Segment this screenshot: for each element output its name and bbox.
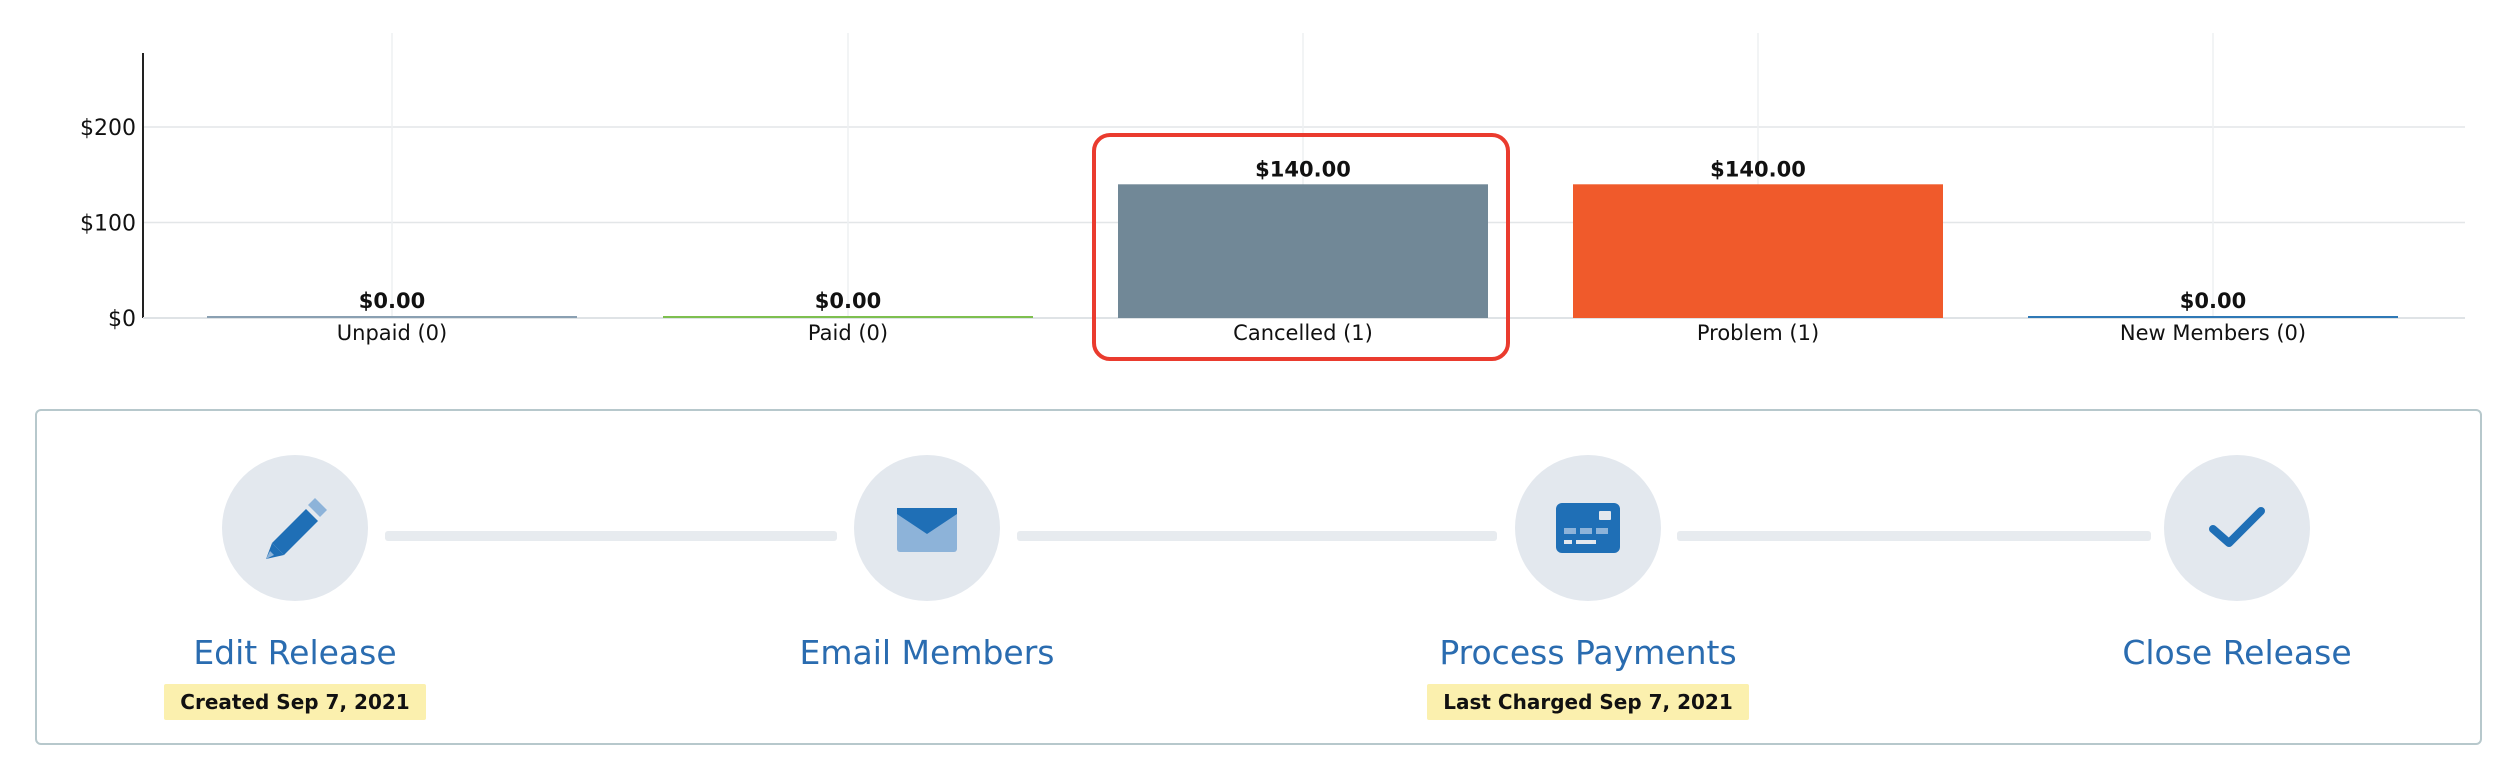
step-circle[interactable]	[1515, 455, 1661, 601]
status-bar-chart: $0 $100 $200 $0.00 Unpaid (0) $0.00 Paid (0) $1…	[80, 33, 2465, 361]
step-title[interactable]: Email Members	[799, 633, 1055, 672]
connector-1	[385, 531, 837, 541]
y-tick-label: $200	[80, 116, 136, 141]
workflow-panel: Edit Release Created Sep 7, 2021 Email M…	[35, 409, 2482, 745]
data-label: $0.00	[359, 289, 425, 313]
chart-svg: $0 $100 $200 $0.00 Unpaid (0) $0.00 Paid (0) $1…	[80, 33, 2465, 345]
category-label: Problem (1)	[1697, 321, 1819, 345]
status-badge: Created Sep 7, 2021	[164, 684, 426, 720]
step-edit-release[interactable]: Edit Release Created Sep 7, 2021	[85, 411, 505, 720]
highlight-box	[1092, 133, 1510, 361]
connector-2	[1017, 531, 1497, 541]
bar	[1118, 184, 1488, 318]
step-circle[interactable]	[2164, 455, 2310, 601]
connector-3	[1677, 531, 2151, 541]
step-circle[interactable]	[854, 455, 1000, 601]
y-tick-label: $100	[80, 212, 136, 237]
pencil-icon	[266, 498, 327, 559]
bar	[2028, 316, 2398, 318]
data-label: $0.00	[815, 289, 881, 313]
status-badge: Last Charged Sep 7, 2021	[1427, 684, 1749, 720]
step-title[interactable]: Close Release	[2122, 633, 2352, 672]
bar	[1573, 184, 1943, 318]
data-label: $140.00	[1710, 157, 1806, 181]
step-close-release[interactable]: Close Release	[2027, 411, 2447, 672]
data-label: $0.00	[2180, 289, 2246, 313]
bar	[663, 316, 1033, 318]
category-label: New Members (0)	[2120, 321, 2306, 345]
category-label: Paid (0)	[808, 321, 888, 345]
envelope-icon	[897, 508, 957, 552]
bar	[207, 316, 577, 318]
category-label: Unpaid (0)	[337, 321, 447, 345]
step-title[interactable]: Process Payments	[1439, 633, 1737, 672]
y-tick-label: $0	[108, 307, 136, 332]
data-label: $140.00	[1255, 157, 1351, 181]
credit-card-icon	[1556, 503, 1620, 553]
step-circle[interactable]	[222, 455, 368, 601]
step-process-payments[interactable]: Process Payments Last Charged Sep 7, 202…	[1378, 411, 1798, 720]
step-email-members[interactable]: Email Members	[717, 411, 1137, 672]
checkmark-icon	[2209, 507, 2265, 547]
step-title[interactable]: Edit Release	[193, 633, 397, 672]
category-label: Cancelled (1)	[1233, 321, 1373, 345]
